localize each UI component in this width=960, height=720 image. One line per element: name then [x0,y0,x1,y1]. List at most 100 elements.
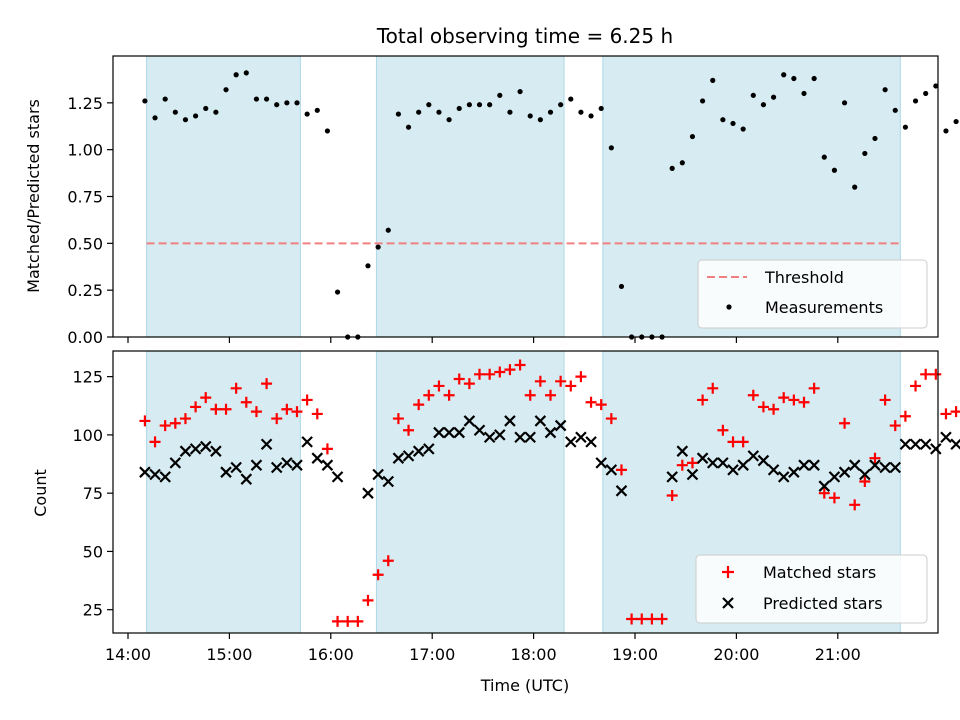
matched-star-point [798,396,810,408]
predicted-star-point [828,471,841,483]
predicted-star-point [676,445,689,457]
measurement-point [507,109,513,115]
matched-star-point [291,406,303,418]
top-legend: Threshold Measurements [697,259,928,329]
matched-star-point [200,392,212,404]
predicted-star-point [727,464,739,476]
y-tick-label: 0.00 [67,328,103,347]
matched-star-point [920,368,932,380]
measurement-point [405,124,412,130]
predicted-star-point [565,436,577,448]
measurement-point [385,227,391,233]
top-y-ticks: 0.00 0.25 0.50 0.75 1.00 1.25 [67,94,113,347]
predicted-star-point [433,426,445,439]
predicted-star-point [940,431,952,444]
predicted-star-point [331,471,344,483]
predicted-star-point [879,461,891,474]
measurement-point [253,96,260,102]
legend-predicted-label: Predicted stars [763,594,883,613]
predicted-star-point [392,452,405,464]
predicted-star-point [412,445,425,457]
matched-star-point [666,489,678,501]
x-tick-label: 17:00 [409,645,455,664]
predicted-star-point [686,468,699,481]
predicted-star-point [818,480,831,492]
predicted-star-point [230,461,242,474]
legend-matched-swatch [722,566,734,578]
predicted-star-point [483,431,496,444]
matched-star-point [839,417,851,429]
predicted-star-point [514,431,526,444]
matched-star-point [281,403,293,415]
predicted-star-point [372,468,384,481]
matched-star-point [524,389,536,401]
measurement-point [456,105,462,112]
measurement-point [568,96,574,102]
matched-star-point [220,403,232,415]
predicted-star-point [463,415,476,427]
x-tick-label: 18:00 [511,645,557,664]
measurement-point [679,160,685,166]
x-tick-label: 19:00 [612,645,658,664]
bottom-shaded-intervals [146,350,901,634]
predicted-star-point [767,464,780,476]
matched-star-point [575,371,587,383]
matched-star-point [403,424,415,436]
measurement-point [365,263,371,269]
matched-star-point [321,443,333,455]
measurement-point [760,102,767,108]
measurement-point [841,100,848,106]
measurement-point [436,109,442,115]
bottom-legend: Matched stars Predicted stars [695,554,928,624]
matched-star-point [534,375,546,387]
predicted-star-point [838,466,851,478]
shaded-interval [146,350,301,634]
matched-star-point [139,415,151,427]
measurement-point [953,118,959,125]
predicted-star-point [808,459,820,471]
measurement-point [284,100,290,106]
predicted-star-point [159,471,171,483]
y-tick-label: 1.25 [67,94,103,113]
predicted-star-point [930,443,942,455]
measurement-point [598,105,604,112]
matched-star-point [149,436,161,448]
measurement-point [689,133,696,140]
matched-star-point [210,403,222,415]
matched-star-point [372,569,384,581]
predicted-star-point [717,457,729,469]
y-tick-label: 125 [72,368,103,387]
legend-predicted-swatch [722,597,734,609]
measurement-point [558,102,564,108]
legend-measurements-label: Measurements [765,298,883,317]
matched-star-point [545,389,556,401]
y-tick-label: 50 [83,542,103,561]
matched-star-point [463,378,475,390]
predicted-star-point [260,438,273,451]
measurement-point [831,167,838,173]
matched-star-point [737,436,749,448]
matched-star-point [778,392,790,404]
matched-star-point [261,378,273,390]
measurement-point [487,102,493,108]
predicted-star-point [696,452,709,464]
predicted-star-point [595,457,607,469]
predicted-star-point [524,431,536,444]
matched-star-point [190,401,202,413]
matched-star-point [717,424,729,436]
top-x-ticks [127,337,839,343]
predicted-star-point [605,464,618,476]
predicted-star-point [950,438,960,451]
y-tick-label: 25 [83,601,103,620]
measurement-point [476,102,483,108]
predicted-star-point [423,443,435,455]
matched-star-point [443,389,455,401]
matched-star-point [768,403,780,415]
predicted-star-point [544,426,557,439]
measurement-point [862,150,868,157]
predicted-star-point [402,450,415,462]
measurement-point [426,102,432,108]
measurement-point [395,111,401,117]
measurement-point [294,100,300,106]
